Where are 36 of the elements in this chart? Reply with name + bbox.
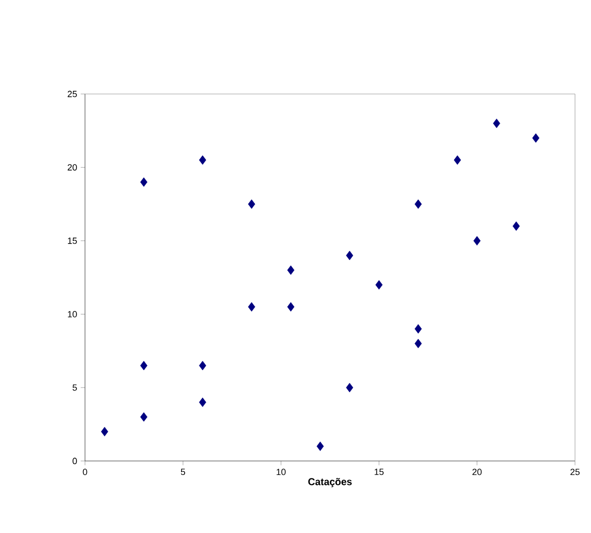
point	[512, 221, 520, 231]
point	[199, 360, 206, 370]
point	[532, 133, 540, 143]
y-tick-label: 15	[68, 238, 77, 244]
point	[140, 360, 148, 370]
point	[346, 250, 354, 260]
point	[140, 177, 148, 187]
x-tick-label: 0	[82, 468, 88, 476]
x-tick-label: 20	[472, 468, 482, 476]
y-tick-label: 10	[68, 311, 77, 318]
point	[454, 155, 461, 165]
point	[316, 442, 324, 452]
x-tick-label: 15	[374, 468, 384, 476]
y-tick-label: 5	[72, 384, 77, 391]
y-tick-label: 20	[68, 164, 77, 171]
point	[414, 199, 422, 209]
x-axis-title: Catações	[308, 478, 352, 488]
x-tick-label: 25	[570, 468, 580, 476]
point	[414, 324, 422, 334]
point	[287, 265, 294, 275]
point	[287, 302, 294, 312]
x-tick-label: 5	[180, 468, 186, 476]
point	[346, 382, 354, 392]
point	[140, 412, 148, 422]
x-tick-label: 10	[276, 468, 286, 476]
y-tick-label: 25	[68, 90, 77, 98]
point	[101, 426, 108, 436]
point	[199, 398, 206, 407]
point	[248, 199, 256, 209]
point	[248, 302, 256, 312]
point	[414, 338, 422, 348]
y-tick-label: 0	[72, 458, 77, 464]
point	[199, 155, 206, 165]
point	[493, 118, 500, 128]
point	[473, 236, 481, 246]
point	[375, 280, 383, 290]
